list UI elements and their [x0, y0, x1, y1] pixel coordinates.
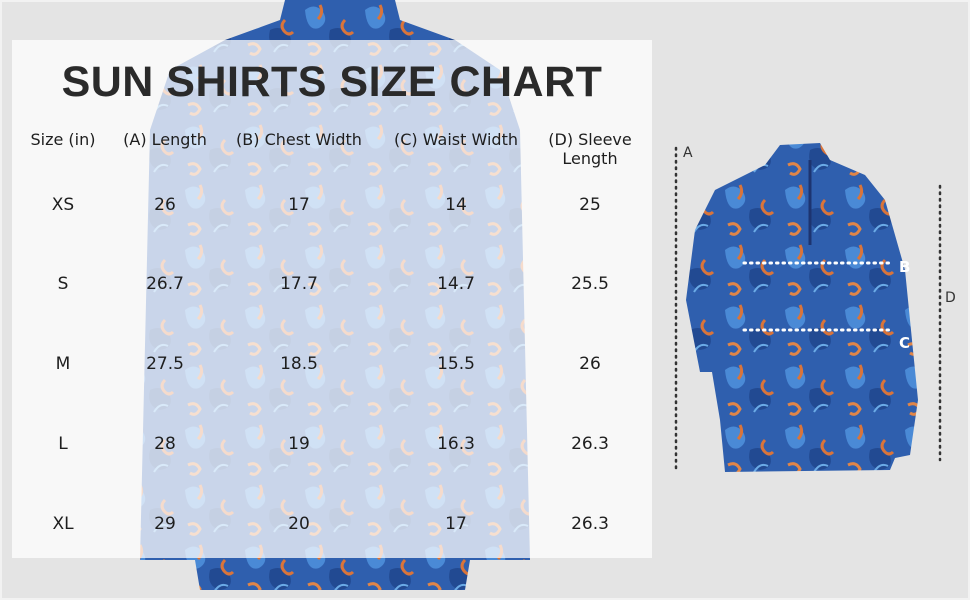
column-header: (C) Waist Width [394, 130, 518, 149]
table-cell: 26 [579, 354, 601, 374]
size-label: M [55, 354, 71, 374]
column-header: (D) Sleeve Length [548, 130, 632, 168]
size-chart-panel [12, 40, 652, 558]
size-label: L [58, 434, 68, 454]
table-cell: 25 [579, 195, 601, 215]
label-a: A [683, 145, 693, 161]
table-cell: 26.3 [571, 434, 609, 454]
column-header: (A) Length [123, 130, 207, 149]
table-cell: 29 [154, 514, 176, 534]
table-cell: 16.3 [437, 434, 475, 454]
table-cell: 27.5 [146, 354, 184, 374]
table-cell: 19 [288, 434, 310, 454]
table-cell: 17 [445, 514, 467, 534]
column-header: Size (in) [30, 130, 96, 149]
table-cell: 14.7 [437, 274, 475, 294]
table-cell: 26.7 [146, 274, 184, 294]
size-label: S [57, 274, 69, 294]
size-label: XS [51, 195, 75, 215]
column-header: (B) Chest Width [236, 130, 362, 149]
table-cell: 15.5 [437, 354, 475, 374]
table-cell: 17.7 [280, 274, 318, 294]
table-cell: 20 [288, 514, 310, 534]
size-label: XL [52, 514, 74, 534]
label-b: B [899, 258, 911, 276]
chart-title: SUN SHIRTS SIZE CHART [61, 58, 603, 106]
table-cell: 18.5 [280, 354, 318, 374]
table-cell: 26.3 [571, 514, 609, 534]
table-cell: 28 [154, 434, 176, 454]
table-cell: 17 [288, 195, 310, 215]
table-cell: 14 [445, 195, 467, 215]
table-cell: 25.5 [571, 274, 609, 294]
label-c: C [899, 334, 911, 352]
table-cell: 26 [154, 195, 176, 215]
label-d: D [945, 290, 956, 306]
